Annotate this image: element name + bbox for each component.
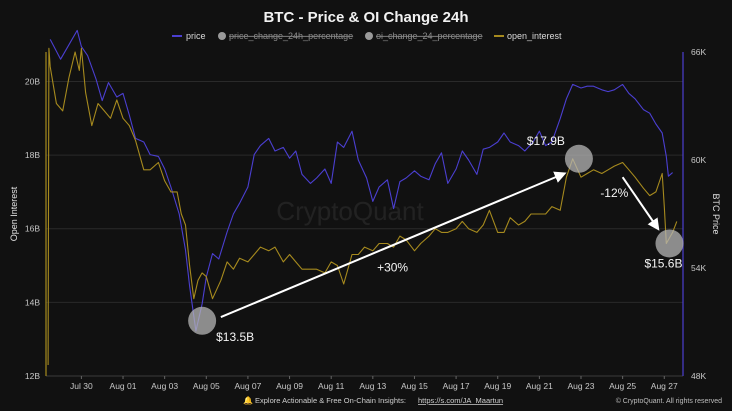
left-axis-ticks: 12B 14B 16B 18B 20B xyxy=(25,76,40,381)
annotation-percent-label: -12% xyxy=(600,186,628,200)
right-axis-label: BTC Price xyxy=(711,193,721,234)
left-tick-label: 12B xyxy=(25,371,40,381)
legend: price price_change_24h_percentage oi_cha… xyxy=(172,31,562,41)
copyright: © CryptoQuant. All rights reserved xyxy=(616,397,722,405)
legend-price-change-label: price_change_24h_percentage xyxy=(229,31,353,41)
legend-oi-change-label: oi_change_24_percentage xyxy=(376,31,483,41)
left-tick-label: 18B xyxy=(25,150,40,160)
annotation-percent-label: +30% xyxy=(377,260,408,274)
annotation-value-label: $17.9B xyxy=(527,134,565,148)
right-tick-label: 54K xyxy=(691,263,706,273)
legend-price-label: price xyxy=(186,31,206,41)
bell-icon: 🔔 xyxy=(243,396,253,405)
gridlines xyxy=(46,80,683,377)
x-tick-label: Aug 13 xyxy=(359,381,386,391)
x-tick-label: Aug 17 xyxy=(443,381,470,391)
legend-item-price[interactable]: price xyxy=(172,31,206,41)
right-axis-ticks: 48K 54K 60K 66K xyxy=(691,47,706,381)
x-tick-label: Aug 15 xyxy=(401,381,428,391)
right-tick-label: 60K xyxy=(691,155,706,165)
x-tick-label: Aug 19 xyxy=(484,381,511,391)
legend-oi-change-swatch xyxy=(365,32,373,40)
left-tick-label: 20B xyxy=(25,76,40,86)
left-tick-label: 14B xyxy=(25,297,40,307)
legend-item-oi-change[interactable]: oi_change_24_percentage xyxy=(365,31,483,41)
annotation-circle xyxy=(188,306,217,335)
x-tick-label: Aug 27 xyxy=(651,381,678,391)
left-axis-label: Open Interest xyxy=(9,186,19,241)
x-tick-label: Aug 25 xyxy=(609,381,636,391)
chart-title: BTC - Price & OI Change 24h xyxy=(263,9,468,26)
watermark: CryptoQuant xyxy=(276,196,424,226)
footer-link[interactable]: https://s.com/JA_Maartun xyxy=(418,396,503,405)
annotation-value-label: $15.6B xyxy=(644,256,682,270)
annotations: +30% -12% $13.5B $17.9B $15.6B xyxy=(188,134,684,344)
legend-open-interest-label: open_interest xyxy=(507,31,562,41)
x-tick-label: Aug 03 xyxy=(151,381,178,391)
annotation-value-label: $13.5B xyxy=(216,330,254,344)
x-tick-label: Aug 23 xyxy=(568,381,595,391)
right-tick-label: 48K xyxy=(691,371,706,381)
annotation-circle xyxy=(655,229,684,258)
annotation-arrow xyxy=(220,171,567,319)
x-tick-label: Aug 05 xyxy=(193,381,220,391)
annotation-arrow xyxy=(621,176,660,231)
x-tick-label: Aug 07 xyxy=(234,381,261,391)
legend-price-change-swatch xyxy=(218,32,226,40)
x-tick-label: Aug 09 xyxy=(276,381,303,391)
x-tick-label: Jul 30 xyxy=(70,381,93,391)
x-tick-label: Aug 11 xyxy=(318,381,345,391)
series-line-price xyxy=(49,29,673,332)
left-tick-label: 16B xyxy=(25,224,40,234)
footer: 🔔 Explore Actionable & Free On-Chain Ins… xyxy=(243,396,722,405)
x-tick-label: Aug 21 xyxy=(526,381,553,391)
x-tick-label: Aug 01 xyxy=(110,381,137,391)
legend-item-open-interest[interactable]: open_interest xyxy=(494,31,562,41)
legend-item-price-change[interactable]: price_change_24h_percentage xyxy=(218,31,353,41)
annotation-circle xyxy=(564,144,593,173)
right-tick-label: 66K xyxy=(691,47,706,57)
footer-text: Explore Actionable & Free On-Chain Insig… xyxy=(255,396,406,405)
x-axis-ticks: Jul 30 Aug 01 Aug 03 Aug 05 Aug 07 Aug 09 Aug … xyxy=(70,376,678,391)
